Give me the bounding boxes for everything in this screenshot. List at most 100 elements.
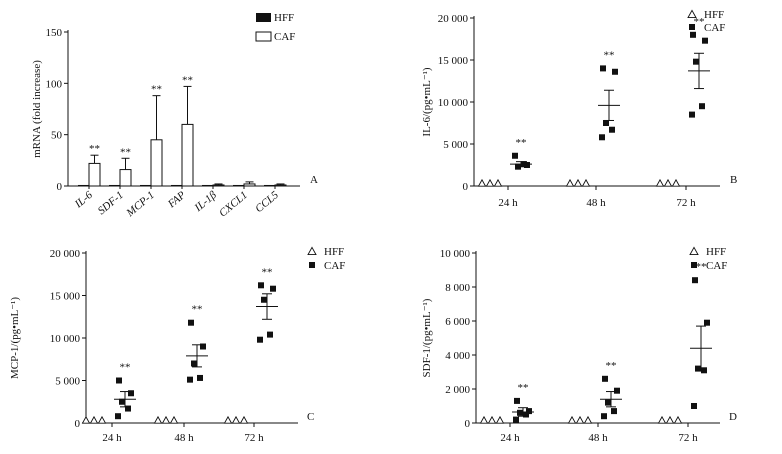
hff-point (573, 178, 583, 187)
bar-hff (78, 184, 89, 186)
legend-swatch-caf (255, 31, 272, 42)
y-axis-label: IL-6/(pg•mL⁻¹) (421, 67, 433, 136)
bar-hff (109, 184, 120, 186)
caf-point (692, 277, 698, 284)
x-category-label: 24 h (102, 432, 122, 444)
legend-label-caf: CAF (274, 31, 295, 43)
hff-point (223, 415, 233, 424)
caf-point (695, 365, 701, 372)
significance-marker: ** (151, 84, 162, 96)
caf-point (517, 409, 523, 416)
y-tick-label: 50 (51, 130, 63, 142)
significance-marker: ** (604, 49, 615, 61)
x-category-label: 72 h (244, 432, 264, 444)
caf-point (691, 403, 697, 409)
significance-marker: ** (694, 16, 705, 28)
legend-label-caf: CAF (704, 22, 725, 34)
significance-marker: ** (120, 362, 131, 374)
bar-hff (140, 184, 151, 186)
caf-point (605, 399, 611, 406)
hff-point (567, 415, 577, 424)
y-tick-label: 0 (465, 418, 471, 430)
hff-point (565, 178, 575, 187)
caf-point (512, 152, 518, 159)
caf-point (116, 377, 122, 384)
hff-point (665, 415, 675, 424)
legend-label-caf: CAF (706, 260, 727, 272)
bar-caf (274, 184, 287, 187)
y-tick-label: 6 000 (445, 316, 470, 328)
caf-point (523, 411, 529, 418)
caf-point (513, 416, 519, 423)
caf-point (602, 375, 608, 382)
hff-point (89, 415, 99, 424)
y-tick-label: 10 000 (440, 248, 471, 260)
caf-point (187, 376, 193, 383)
caf-point (699, 103, 705, 110)
hff-point (239, 415, 249, 424)
x-category-label: 24 h (500, 432, 520, 444)
x-category-label: 72 h (678, 432, 698, 444)
hff-point (169, 415, 179, 424)
x-category-label: SDF-1 (96, 189, 126, 217)
caf-point (128, 390, 134, 397)
caf-point (614, 387, 620, 394)
hff-point (671, 178, 681, 187)
y-tick-label: 20 000 (438, 13, 469, 25)
panel-c: 0 5 000 10 000 15 000 20 000 C MCP-1/(pg•mL⁻¹)… (9, 246, 345, 444)
caf-point (125, 405, 131, 412)
x-category-label: MCP-1 (124, 189, 157, 220)
y-tick-label: 150 (46, 27, 63, 39)
bar-hff (233, 184, 244, 186)
bar-caf (243, 183, 256, 187)
x-category-label: CCL5 (253, 189, 281, 215)
bar-caf (88, 162, 101, 187)
caf-point (702, 37, 708, 44)
y-tick-label: 5 000 (443, 139, 468, 151)
caf-point (601, 413, 607, 420)
legend-marker-caf (689, 24, 695, 30)
hff-point (153, 415, 163, 424)
caf-point (267, 331, 273, 338)
y-tick-label: 0 (57, 181, 63, 193)
hff-point (575, 415, 585, 424)
hff-point (231, 415, 241, 424)
legend-swatch-hff (256, 13, 271, 22)
hff-point (97, 415, 107, 424)
caf-point (600, 65, 606, 72)
x-category-label: IL-6 (72, 189, 95, 211)
hff-point (479, 415, 489, 424)
hff-point (495, 415, 505, 424)
significance-marker: ** (192, 304, 203, 316)
legend-label-hff: HFF (706, 246, 726, 258)
caf-point (689, 111, 695, 118)
caf-point (119, 398, 125, 405)
hff-point (581, 178, 591, 187)
x-category-label: 24 h (498, 197, 518, 209)
significance-marker: ** (518, 382, 529, 394)
y-tick-label: 10 000 (50, 333, 81, 345)
x-category-label: 48 h (174, 432, 194, 444)
caf-point (200, 343, 206, 350)
bar-caf (212, 184, 225, 187)
caf-point (514, 397, 520, 404)
significance-marker: ** (696, 261, 707, 273)
hff-point (487, 415, 497, 424)
legend-label-hff: HFF (274, 12, 294, 24)
y-tick-label: 20 000 (50, 248, 81, 260)
y-axis-label: SDF-1/(pg•mL⁻¹) (421, 298, 433, 377)
panel-letter: B (730, 174, 737, 186)
x-category-label: 48 h (586, 197, 606, 209)
hff-point (657, 415, 667, 424)
hff-point (81, 415, 91, 424)
caf-point (599, 134, 605, 141)
y-tick-label: 0 (463, 181, 469, 193)
significance-marker: ** (120, 146, 131, 158)
panel-b: 0 5 000 10 000 15 000 20 000 B IL-6/(pg•mL⁻¹) 2… (421, 9, 737, 209)
bar-caf (119, 169, 132, 187)
bar-caf (181, 123, 194, 187)
significance-marker: ** (516, 137, 527, 149)
hff-point (493, 178, 503, 187)
caf-point (609, 126, 615, 133)
